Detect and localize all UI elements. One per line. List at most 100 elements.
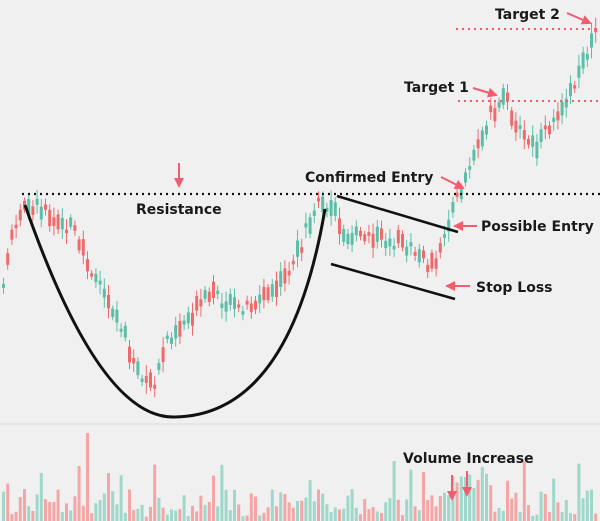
candle-body-42 [178, 320, 182, 337]
volume-bar-86 [363, 499, 367, 521]
volume-bar-81 [342, 508, 346, 521]
volume-bar-61 [258, 515, 262, 521]
candle-body-34 [144, 375, 148, 383]
candle-body-4 [18, 209, 22, 221]
volume-bar-132 [556, 502, 560, 521]
volume-bar-97 [409, 469, 413, 521]
candle-body-7 [31, 206, 35, 215]
volume-bar-75 [317, 489, 320, 521]
volume-bar-15 [65, 503, 68, 521]
resistance-label: Resistance [136, 202, 222, 218]
candle-body-125 [527, 138, 530, 145]
candle-body-31 [132, 357, 136, 364]
volume-bar-102 [430, 495, 434, 521]
confirmed-entry-label: Confirmed Entry [305, 170, 433, 186]
volume-bar-119 [501, 510, 505, 521]
candle-body-81 [342, 229, 346, 242]
volume-bar-77 [325, 504, 329, 521]
volume-bar-56 [237, 504, 241, 521]
volume-bar-38 [161, 507, 165, 521]
candle-body-63 [266, 287, 270, 301]
volume-bar-24 [102, 493, 106, 521]
volume-bar-104 [438, 495, 442, 521]
volume-bar-76 [321, 493, 325, 521]
volume-bar-30 [128, 489, 131, 521]
candle-body-99 [417, 249, 421, 263]
volume-bar-72 [304, 497, 308, 521]
volume-bar-65 [275, 506, 278, 521]
volume-bar-45 [191, 505, 194, 521]
candle-body-74 [312, 210, 316, 216]
handle-upper-trendline [336, 194, 459, 234]
volume-bar-109 [459, 476, 463, 521]
candle-body-129 [543, 125, 547, 130]
candle-body-94 [396, 229, 400, 244]
volume-bar-23 [98, 499, 102, 521]
volume-bar-122 [514, 492, 518, 521]
volume-bar-42 [178, 509, 182, 521]
volume-bar-68 [287, 502, 291, 521]
target-2-arrow-icon [566, 12, 592, 25]
candle-body-82 [346, 233, 350, 245]
volume-bar-105 [443, 492, 446, 521]
volume-bar-64 [270, 489, 274, 521]
volume-bar-40 [170, 509, 173, 521]
volume-bar-44 [186, 515, 190, 521]
volume-bar-91 [384, 502, 388, 521]
volume-bar-112 [472, 487, 476, 521]
candle-body-48 [203, 290, 207, 299]
volume-bar-66 [279, 492, 283, 521]
volume-bar-48 [203, 504, 207, 521]
candle-body-103 [434, 258, 438, 269]
volume-bar-47 [199, 495, 203, 521]
volume-bar-130 [548, 512, 551, 521]
volume-bar-83 [350, 489, 354, 521]
target-2-label: Target 2 [495, 7, 560, 23]
volume-bar-136 [573, 514, 577, 521]
candle-body-65 [275, 280, 278, 298]
volume-bar-79 [333, 507, 337, 521]
candle-body-105 [443, 234, 446, 238]
volume-bar-93 [392, 461, 396, 521]
volume-bar-31 [132, 509, 136, 521]
candle-body-84 [354, 226, 358, 236]
candle-body-91 [384, 240, 388, 249]
candle-body-33 [140, 378, 144, 383]
volume-bar-20 [86, 433, 89, 521]
candle-body-130 [548, 125, 551, 135]
candle-body-49 [207, 291, 211, 302]
volume-bar-90 [380, 512, 383, 521]
candle-body-78 [329, 200, 333, 216]
volume-bar-26 [111, 491, 115, 521]
candle-body-27 [115, 309, 119, 323]
candle-body-23 [98, 280, 102, 285]
volume-bar-85 [359, 514, 362, 521]
possible-entry-label: Possible Entry [481, 219, 594, 235]
candle-body-104 [438, 243, 442, 253]
volume-bar-25 [107, 473, 110, 521]
candle-body-124 [522, 129, 526, 140]
volume-bar-3 [14, 511, 18, 521]
candle-body-47 [199, 299, 203, 307]
candle-body-119 [501, 88, 505, 105]
volume-bar-50 [212, 475, 215, 521]
candle-body-25 [107, 294, 110, 309]
volume-bar-92 [388, 498, 392, 521]
candle-body-5 [23, 200, 26, 210]
volume-bar-98 [413, 506, 417, 521]
volume-bar-87 [367, 509, 371, 521]
candle-body-9 [39, 206, 43, 220]
volume-bar-8 [35, 494, 39, 521]
candle-body-101 [426, 264, 430, 273]
volume-bar-135 [569, 513, 572, 521]
volume-bar-12 [52, 501, 56, 521]
candle-body-66 [279, 271, 283, 287]
candle-body-28 [119, 328, 123, 332]
candle-body-120 [506, 92, 509, 102]
volume-bar-141 [594, 513, 598, 521]
volume-bar-36 [153, 464, 157, 521]
candle-body-17 [73, 225, 77, 231]
candle-body-138 [581, 52, 585, 69]
candle-body-117 [493, 108, 497, 122]
